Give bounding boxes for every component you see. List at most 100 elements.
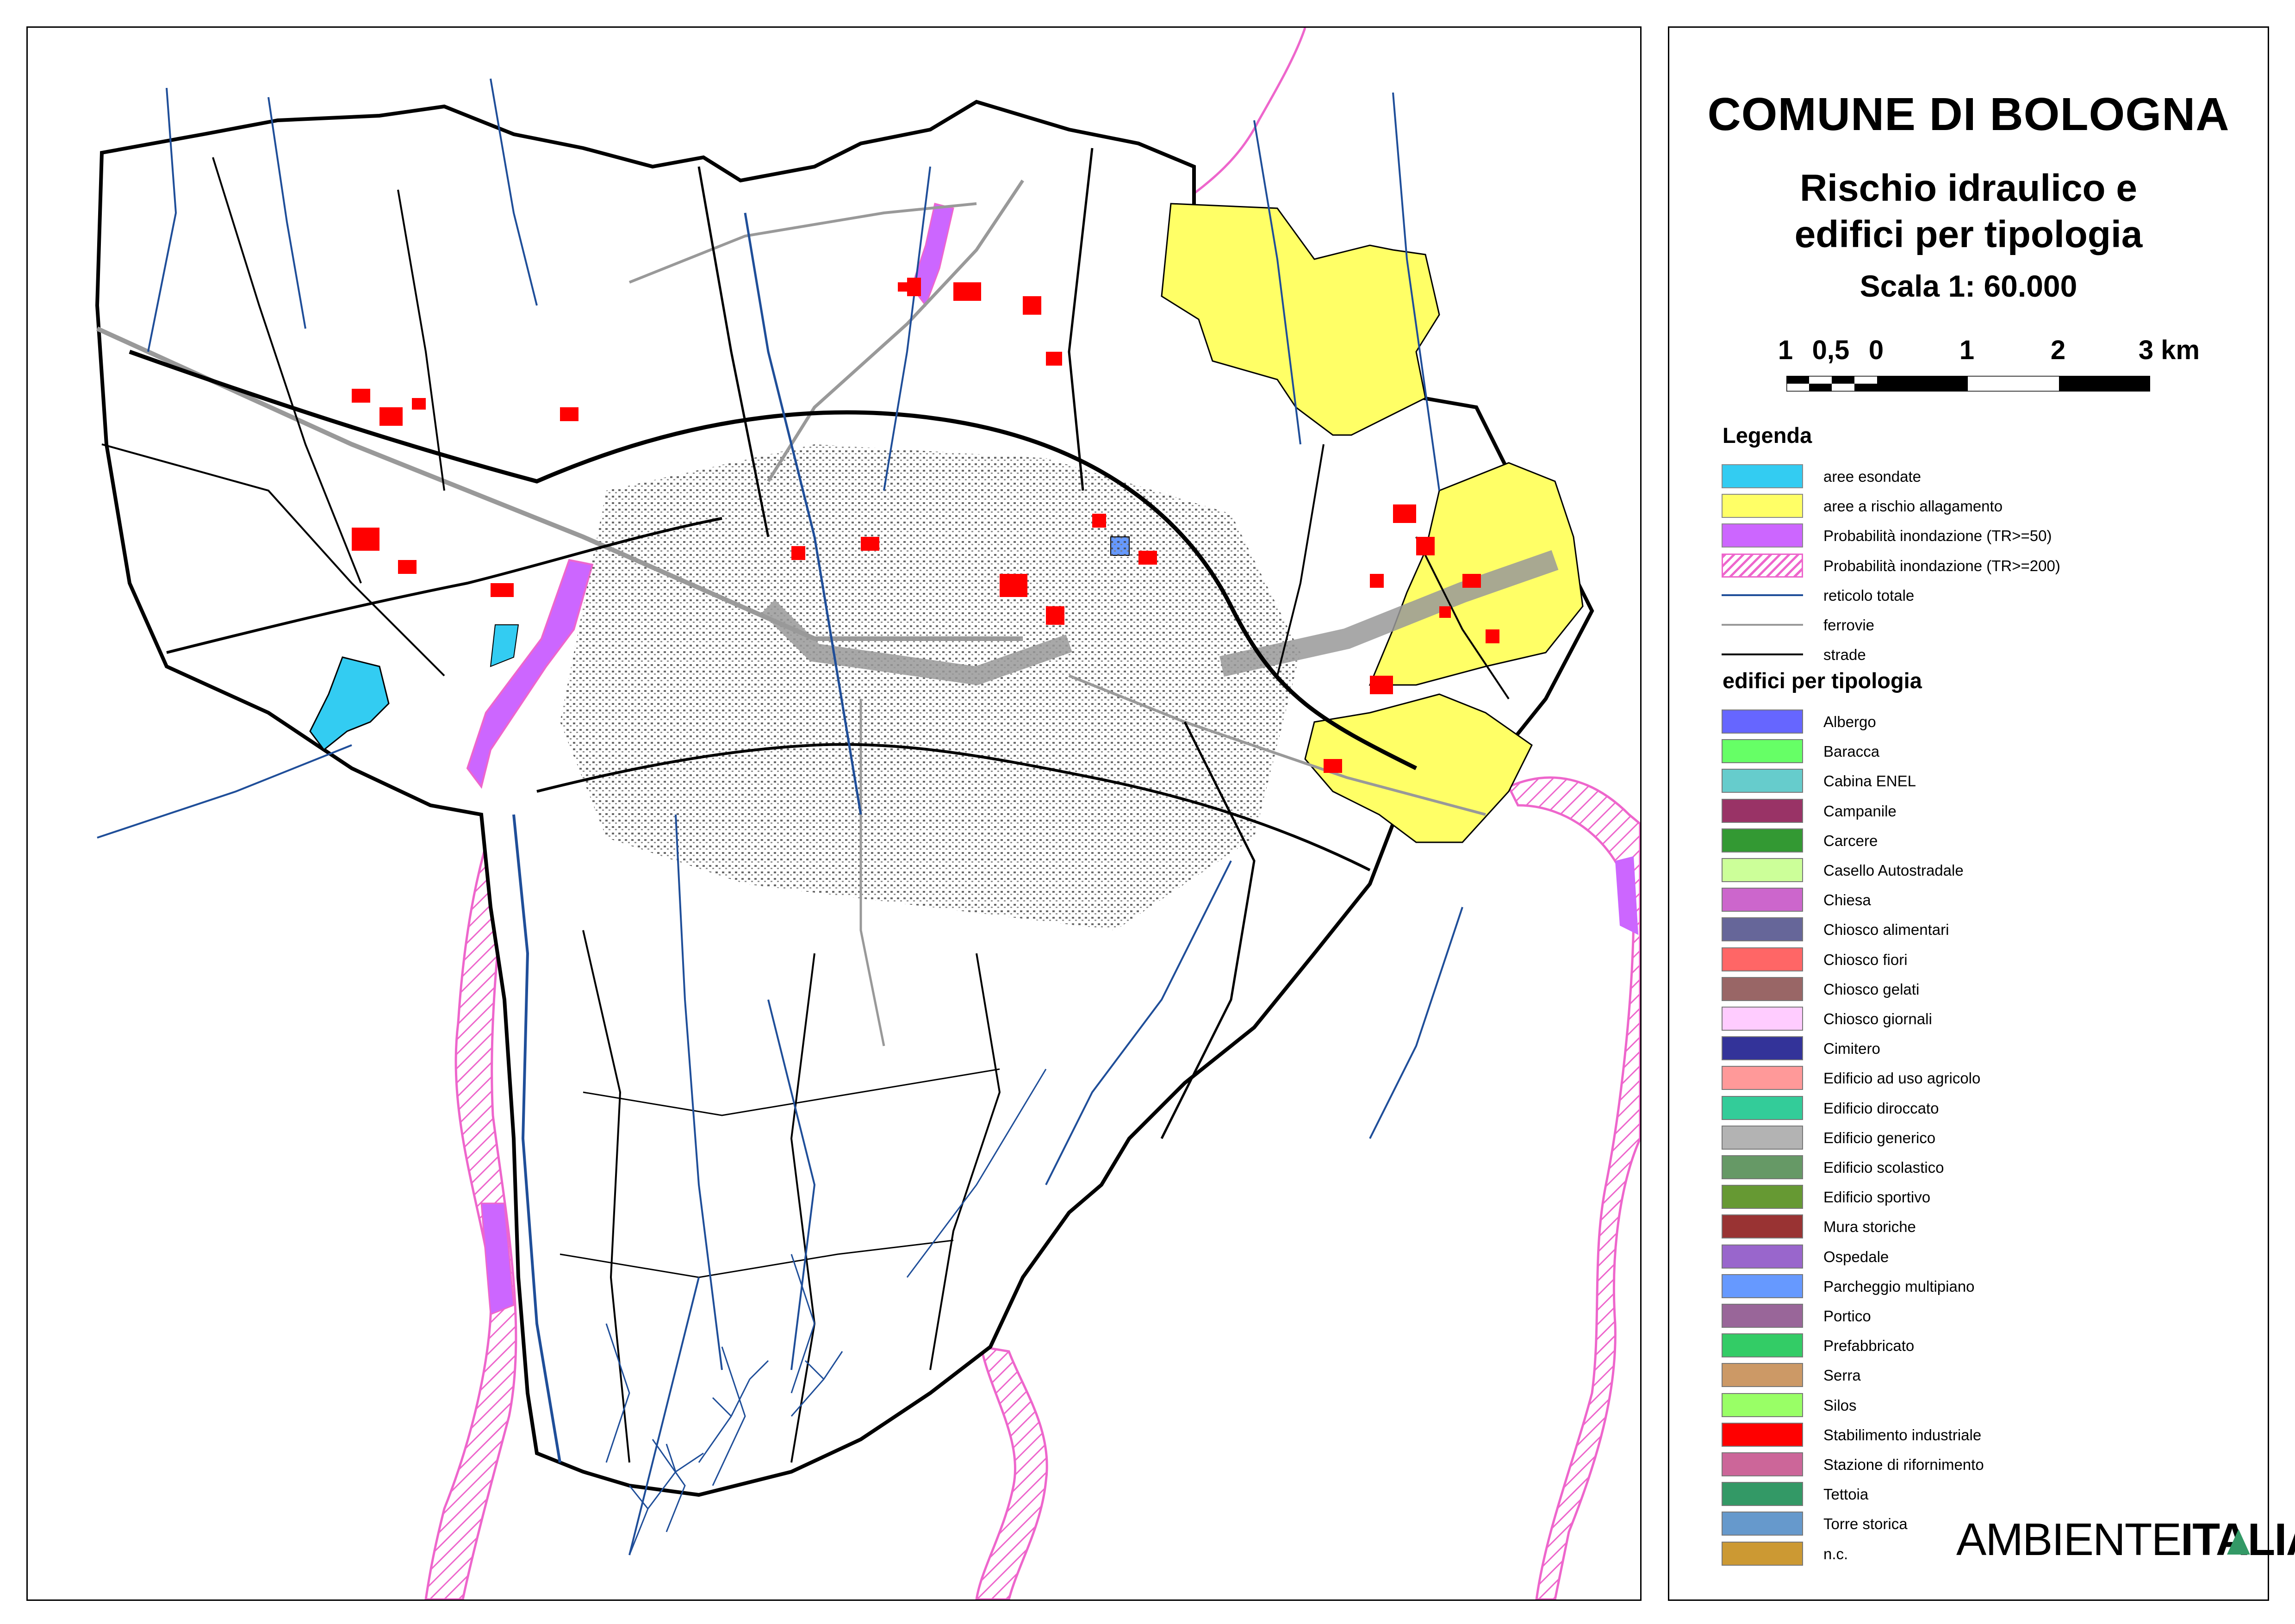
building-type-item: Casello Autostradale <box>1722 858 2231 882</box>
map-panel[interactable] <box>26 26 1642 1601</box>
building-type-swatch <box>1722 798 1803 823</box>
building-type-item: Silos <box>1722 1393 2231 1417</box>
legend-line-symbol <box>1722 624 1803 626</box>
building-type-label: Serra <box>1823 1367 1861 1384</box>
building-type-swatch <box>1722 769 1803 793</box>
building-type-swatch <box>1722 1363 1803 1388</box>
building-type-label: Cimitero <box>1823 1040 1880 1058</box>
building-type-item: Edificio ad uso agricolo <box>1722 1066 2231 1090</box>
building-type-label: Carcere <box>1823 832 1878 849</box>
legend-item: Probabilità inondazione (TR>=200) <box>1722 553 2231 578</box>
building-type-swatch <box>1722 828 1803 852</box>
building-type-item: Edificio scolastico <box>1722 1155 2231 1179</box>
bologna-hydraulic-risk-map[interactable] <box>28 28 1640 1599</box>
building-type-swatch <box>1722 1155 1803 1179</box>
building-type-swatch <box>1722 1333 1803 1358</box>
legend-item: Probabilità inondazione (TR>=50) <box>1722 523 2231 548</box>
building-type-label: Baracca <box>1823 743 1880 760</box>
logo-leaf-icon <box>2227 1529 2250 1555</box>
legend-item: aree a rischio allagamento <box>1722 494 2231 518</box>
building-type-item: Chiosco alimentari <box>1722 917 2231 942</box>
map-subtitle-line1: Rischio idraulico e <box>1799 167 2138 209</box>
building-type-label: Stabilimento industriale <box>1823 1426 1982 1444</box>
building-type-item: Edificio generico <box>1722 1125 2231 1150</box>
building-type-item: Portico <box>1722 1304 2231 1328</box>
building-type-item: Chiesa <box>1722 888 2231 912</box>
legend-item: strade <box>1722 642 2231 666</box>
building-type-swatch <box>1722 1036 1803 1061</box>
legend-item: reticolo totale <box>1722 583 2231 607</box>
building-type-item: Albergo <box>1722 709 2231 734</box>
building-type-swatch <box>1722 947 1803 971</box>
legend-item-label: ferrovie <box>1823 616 1875 634</box>
building-type-label: Mura storiche <box>1823 1218 1916 1236</box>
legend-item: aree esondate <box>1722 464 2231 488</box>
industrial-buildings <box>352 278 1499 773</box>
building-type-label: Parcheggio multipiano <box>1823 1277 1975 1295</box>
building-type-item: n.c. <box>1722 1541 2231 1566</box>
building-type-item: Prefabbricato <box>1722 1333 2231 1358</box>
legend-line-symbol <box>1722 653 1803 656</box>
building-type-swatch <box>1722 977 1803 1001</box>
building-type-item: Ospedale <box>1722 1244 2231 1269</box>
building-type-label: Chiosco giornali <box>1823 1010 1932 1027</box>
building-type-label: Torre storica <box>1823 1515 1908 1533</box>
legend-item-label: aree a rischio allagamento <box>1823 498 2003 515</box>
building-type-swatch <box>1722 1482 1803 1506</box>
map-title: COMUNE DI BOLOGNA <box>1707 88 2230 140</box>
building-type-swatch <box>1722 709 1803 734</box>
building-type-label: Cabina ENEL <box>1823 772 1916 790</box>
railways <box>96 180 1559 1046</box>
building-type-label: Albergo <box>1823 713 1876 730</box>
building-type-item: Parcheggio multipiano <box>1722 1274 2231 1298</box>
building-type-item: Torre storica <box>1722 1512 2231 1536</box>
building-type-swatch <box>1722 1512 1803 1536</box>
building-type-swatch <box>1722 917 1803 942</box>
legend-heading: Legenda <box>1723 423 1812 448</box>
hill-streams <box>628 1351 843 1556</box>
legend-item-label: Probabilità inondazione (TR>=50) <box>1823 527 2052 545</box>
legend-item-label: strade <box>1823 646 1866 664</box>
building-type-label: Edificio ad uso agricolo <box>1823 1070 1981 1087</box>
building-type-item: Baracca <box>1722 739 2231 764</box>
building-type-label: Edificio generico <box>1823 1129 1936 1146</box>
building-type-label: Portico <box>1823 1307 1871 1325</box>
roads <box>101 148 1510 1463</box>
building-type-swatch <box>1722 1066 1803 1090</box>
building-type-item: Stazione di rifornimento <box>1722 1452 2231 1476</box>
scalebar-tick: 1 <box>1778 335 1793 365</box>
scalebar-tick: 3 km <box>2138 335 2200 365</box>
map-scale: Scala 1: 60.000 <box>1860 269 2077 303</box>
building-type-label: Chiosco gelati <box>1823 980 1920 998</box>
building-type-label: Casello Autostradale <box>1823 862 1964 879</box>
building-types-heading: edifici per tipologia <box>1723 668 1922 693</box>
legend-swatch <box>1722 523 1803 548</box>
scalebar-tick: 0 <box>1868 335 1884 365</box>
building-type-label: Prefabbricato <box>1823 1337 1915 1355</box>
ambiente-italia-logo: AMBIENTEITALIA <box>1956 1513 2295 1566</box>
flood-risk-areas <box>1161 203 1584 843</box>
building-type-label: Ospedale <box>1823 1248 1889 1265</box>
building-type-label: Chiosco alimentari <box>1823 921 1949 939</box>
building-type-item: Chiosco giornali <box>1722 1007 2231 1031</box>
scalebar-tick: 2 <box>2050 335 2066 365</box>
tr200-band-southeast <box>975 1345 1048 1599</box>
building-type-item: Serra <box>1722 1363 2231 1388</box>
building-type-swatch <box>1722 1244 1803 1269</box>
legend-swatch <box>1722 494 1803 518</box>
legend-item-label: Probabilità inondazione (TR>=200) <box>1823 557 2060 574</box>
building-type-swatch <box>1722 1452 1803 1476</box>
river-network <box>97 78 1463 1556</box>
tr50-areas <box>466 203 954 789</box>
building-type-swatch <box>1722 1304 1803 1328</box>
building-type-label: Edificio diroccato <box>1823 1099 1939 1117</box>
building-type-item: Chiosco gelati <box>1722 977 2231 1001</box>
logo-part1: AMBIENTE <box>1956 1514 2182 1565</box>
building-type-item: Mura storiche <box>1722 1214 2231 1239</box>
building-type-label: Tettoia <box>1823 1486 1869 1503</box>
building-type-item: Cimitero <box>1722 1036 2231 1061</box>
building-type-swatch <box>1722 1007 1803 1031</box>
building-type-swatch <box>1722 739 1803 764</box>
building-type-label: Edificio scolastico <box>1823 1159 1944 1176</box>
building-type-swatch <box>1722 1095 1803 1120</box>
